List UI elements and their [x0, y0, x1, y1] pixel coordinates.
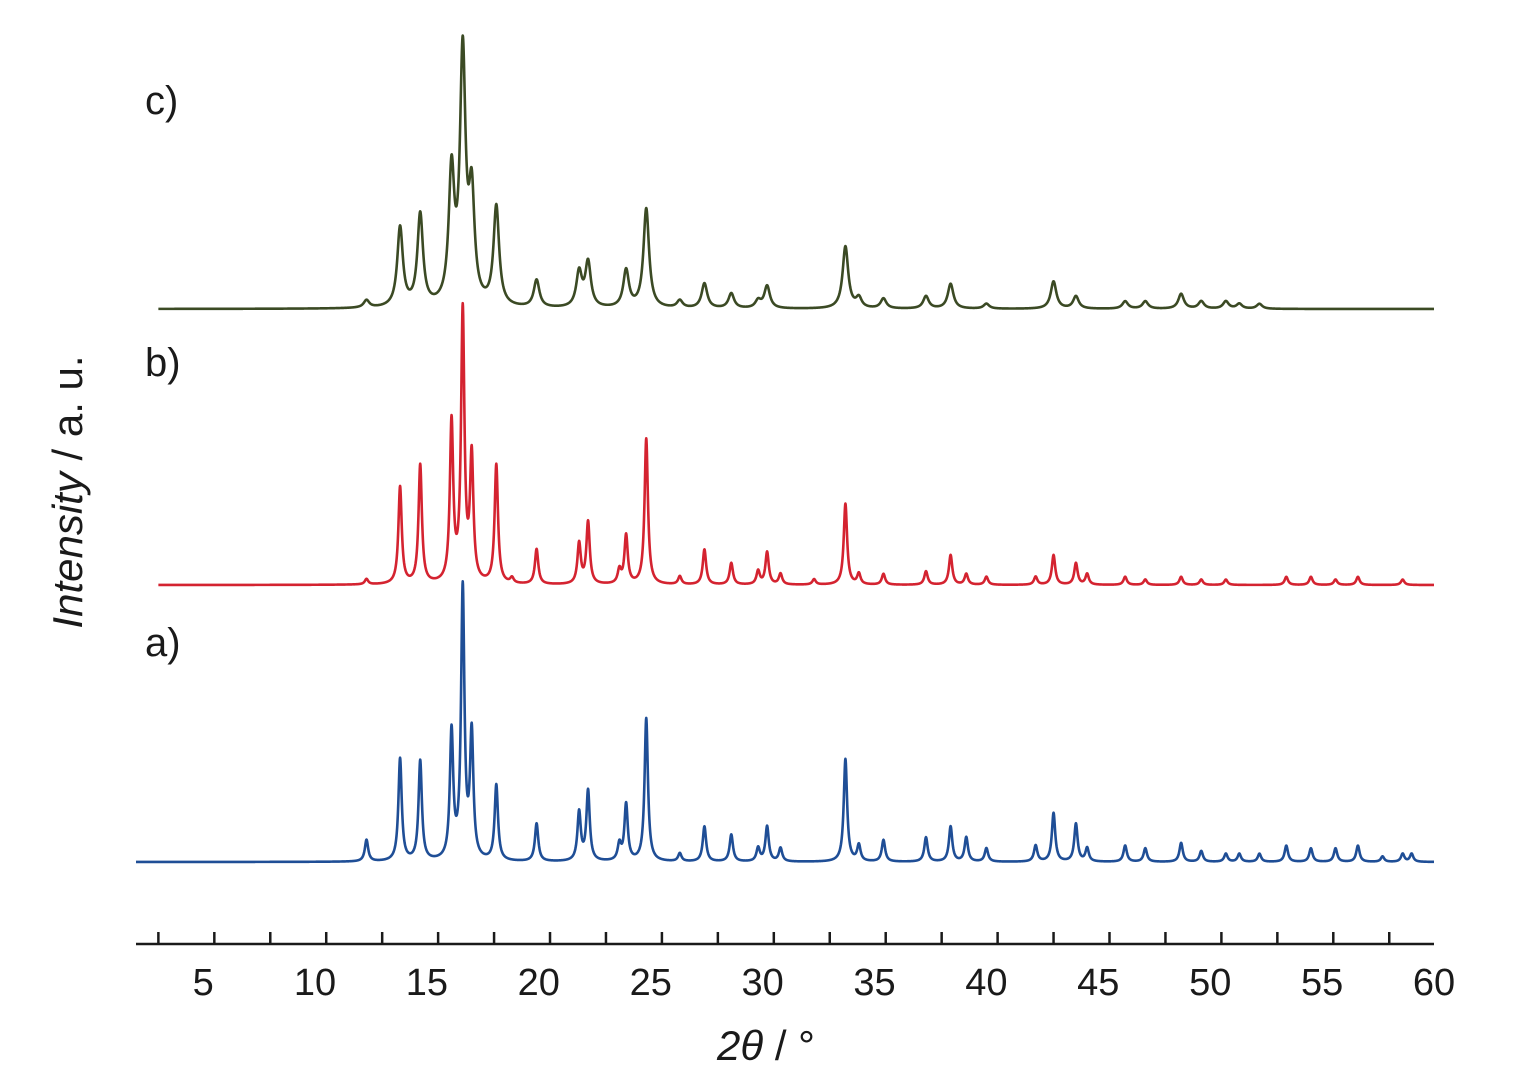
- x-axis-title-var: 2θ: [716, 1022, 763, 1069]
- x-axis: 5 10 15 20 25 30 35 40 45 50 55 60: [136, 932, 1455, 1004]
- x-axis-ticks: 5 10 15 20 25 30 35 40 45 50 55 60: [157, 932, 1455, 1004]
- series-line-3: [157, 34, 1436, 311]
- x-tick-label: 60: [1413, 962, 1455, 1004]
- panel-label-a: a): [145, 621, 181, 665]
- x-axis-title-unit: / °: [775, 1022, 815, 1069]
- x-axis-title: 2θ / °: [716, 1022, 815, 1069]
- x-tick-label: 35: [853, 962, 895, 1004]
- x-tick-label: 40: [965, 962, 1007, 1004]
- x-tick-label: 5: [193, 962, 214, 1004]
- panel-label-c: c): [145, 79, 178, 123]
- series-line-2: [157, 301, 1436, 587]
- panel-label-b: b): [145, 341, 181, 385]
- x-tick-label: 50: [1189, 962, 1231, 1004]
- series-layer: [134, 34, 1436, 864]
- y-axis-title-unit: / a. u.: [44, 355, 91, 460]
- x-tick-label: 20: [518, 962, 560, 1004]
- x-tick-label: 10: [294, 962, 336, 1004]
- x-tick-label: 45: [1077, 962, 1119, 1004]
- y-axis-title: Intensity / a. u.: [44, 355, 91, 628]
- x-tick-label: 25: [630, 962, 672, 1004]
- x-tick-label: 15: [406, 962, 448, 1004]
- series-line-1: [134, 580, 1436, 864]
- x-tick-label: 55: [1301, 962, 1343, 1004]
- y-axis-title-var: Intensity: [44, 469, 91, 628]
- x-tick-label: 30: [741, 962, 783, 1004]
